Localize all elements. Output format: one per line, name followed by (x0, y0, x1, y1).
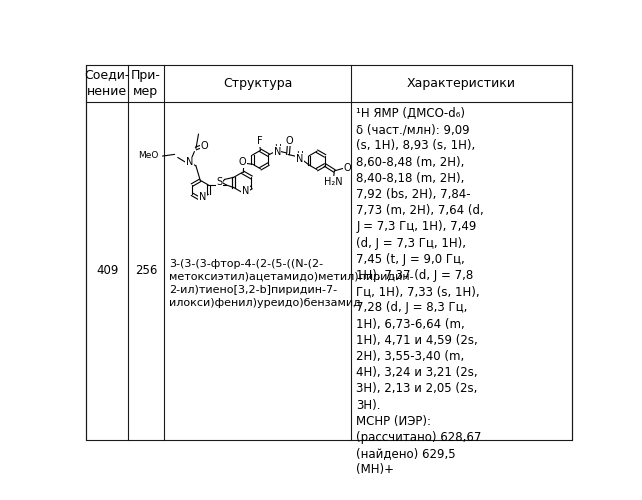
Text: Структура: Структура (223, 76, 292, 90)
Text: 256: 256 (135, 264, 157, 278)
Text: ¹H ЯМР (ДМСО-d₆)
δ (част./млн): 9,09
(s, 1H), 8,93 (s, 1H),
8,60-8,48 (m, 2H),
8: ¹H ЯМР (ДМСО-d₆) δ (част./млн): 9,09 (s,… (356, 107, 484, 476)
Text: S: S (216, 178, 223, 188)
Text: 3-(3-(3-фтор-4-(2-(5-((N-(2-
метоксиэтил)ацетамидо)метил)пиридин-
2-ил)тиено[3,2: 3-(3-(3-фтор-4-(2-(5-((N-(2- метоксиэтил… (169, 260, 413, 308)
Text: Характеристики: Характеристики (407, 76, 516, 90)
Text: H: H (296, 152, 303, 160)
Text: N: N (242, 186, 249, 196)
Text: O: O (200, 140, 208, 150)
Text: MeO: MeO (138, 151, 159, 160)
Text: H₂N: H₂N (324, 177, 343, 187)
Text: N: N (199, 192, 206, 202)
Text: H: H (274, 144, 281, 154)
Text: O: O (343, 164, 351, 173)
Text: O: O (286, 136, 293, 146)
Text: При-
мер: При- мер (131, 68, 160, 98)
Text: N: N (296, 154, 303, 164)
Text: O: O (239, 157, 247, 167)
Text: N: N (186, 157, 193, 167)
Text: Соеди-
нение: Соеди- нение (84, 68, 130, 98)
Text: 409: 409 (96, 264, 118, 278)
Text: N: N (273, 146, 281, 156)
Text: F: F (257, 136, 263, 146)
